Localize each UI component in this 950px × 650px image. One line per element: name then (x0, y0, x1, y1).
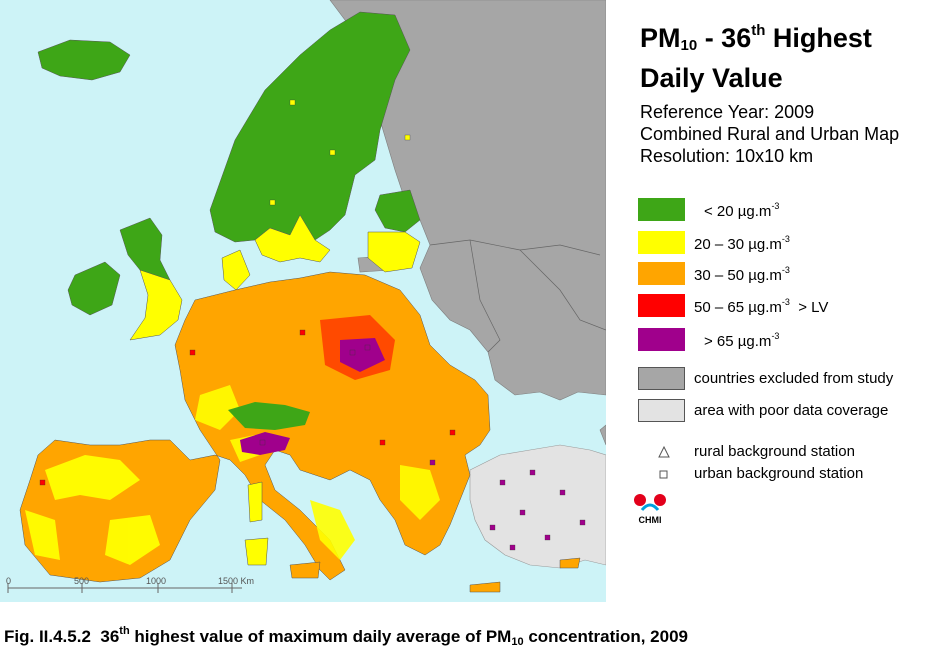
title-pm: PM (640, 23, 681, 53)
iceland (37, 39, 131, 81)
poor-coverage-area (469, 444, 606, 569)
caption-pre: Fig. II.4.5.2 36 (4, 627, 120, 646)
legend-swatch (638, 294, 685, 317)
resolution: Resolution: 10x10 km (640, 146, 814, 166)
scandinavia (209, 11, 421, 291)
rural-station-label: rural background station (694, 443, 855, 460)
square-icon (659, 470, 668, 479)
legend-swatch (638, 367, 685, 390)
legend-text: 20 – 30 µg.m (694, 236, 782, 253)
legend-exp: -3 (781, 297, 790, 307)
legend-exp: -3 (771, 201, 780, 211)
poland-hotspot (320, 315, 395, 380)
legend-item-gt65: > 65 µg.m-3 (638, 328, 938, 352)
legend-label: 50 – 65 µg.m-3 > LV (694, 297, 828, 316)
title-line2: Daily Value (640, 63, 783, 93)
legend-label: > 65 µg.m-3 (704, 331, 779, 350)
scale-bar (7, 583, 242, 593)
legend-label: countries excluded from study (694, 370, 894, 387)
legend-swatch (638, 198, 685, 221)
legend-swatch (638, 328, 685, 351)
chmi-logo: CHMI (634, 494, 666, 525)
british-isles (67, 217, 183, 341)
legend-item-50-65: 50 – 65 µg.m-3 > LV (638, 294, 938, 318)
reference-year: Reference Year: 2009 (640, 102, 815, 122)
title-mid: - 36 (697, 23, 752, 53)
triangle-icon (658, 445, 670, 458)
legend-text: 50 – 65 µg.m (694, 299, 782, 316)
legend-exp: -3 (781, 265, 790, 275)
map-title: PM10 - 36th Highest Daily Value (640, 14, 872, 95)
legend-text: < 20 µg.m (704, 203, 772, 220)
title-sup: th (751, 22, 766, 39)
caption-sub: 10 (511, 636, 524, 648)
pm10-map: 0 500 1000 1500 Km (0, 0, 606, 602)
legend-item-poor-coverage: area with poor data coverage (638, 399, 938, 423)
caption-mid: highest value of maximum daily average o… (129, 627, 512, 646)
scale-label-1000: 1000 (146, 576, 166, 586)
map-type: Combined Rural and Urban Map (640, 124, 900, 144)
legend-suffix: > LV (789, 299, 829, 316)
excluded-borders (429, 239, 606, 353)
red-station-markers (39, 329, 456, 486)
logo-text: CHMI (639, 515, 662, 525)
legend-label: 20 – 30 µg.m-3 (694, 234, 790, 253)
caption-sup: th (119, 625, 130, 637)
alps-zone (228, 402, 310, 430)
legend-label: 30 – 50 µg.m-3 (694, 265, 790, 284)
caption-post: concentration, 2009 (523, 627, 688, 646)
legend-item-lt20: < 20 µg.m-3 (638, 198, 938, 222)
iberia-zones (25, 455, 160, 565)
legend-text: > 65 µg.m (704, 333, 772, 350)
legend-swatch (638, 262, 685, 285)
legend-exp: -3 (781, 234, 790, 244)
legend-swatch (638, 231, 685, 254)
islands (244, 481, 581, 593)
urban-station-markers (259, 344, 586, 551)
title-sub: 10 (680, 37, 698, 54)
title-post: Highest (765, 23, 872, 53)
legend-swatch (638, 399, 685, 422)
legend-text: 30 – 50 µg.m (694, 267, 782, 284)
legend-item-20-30: 20 – 30 µg.m-3 (638, 231, 938, 255)
southern-zones (310, 465, 440, 560)
yellow-station-markers (269, 99, 411, 206)
figure-caption: Fig. II.4.5.2 36th highest value of maxi… (4, 625, 688, 648)
legend-item-30-50: 30 – 50 µg.m-3 (638, 262, 938, 286)
scale-label-500: 500 (74, 576, 89, 586)
urban-station-label: urban background station (694, 465, 864, 482)
legend-label: area with poor data coverage (694, 402, 889, 419)
legend-item-excluded: countries excluded from study (638, 367, 938, 391)
scale-label-0: 0 (6, 576, 11, 586)
scale-label-1500: 1500 Km (218, 576, 254, 586)
scale-labels: 0 500 1000 1500 Km (6, 576, 254, 586)
legend-label: < 20 µg.m-3 (704, 201, 779, 220)
legend-exp: -3 (771, 331, 780, 341)
